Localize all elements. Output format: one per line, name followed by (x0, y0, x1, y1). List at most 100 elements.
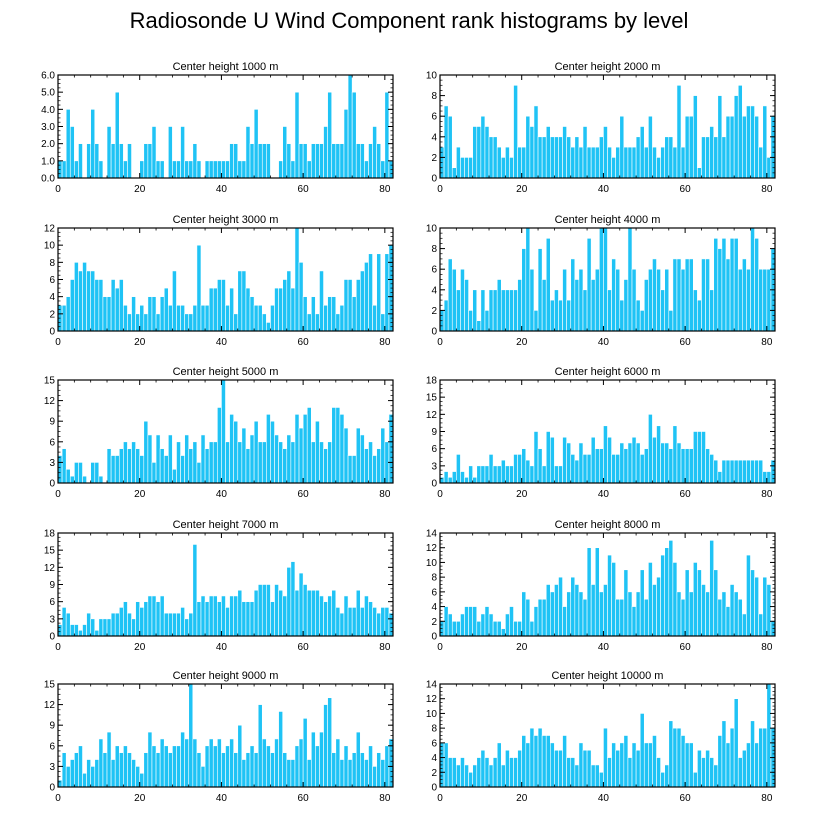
histogram-bar (733, 591, 739, 637)
histogram-bar (380, 759, 386, 788)
histogram-bar (733, 459, 739, 484)
y-tick-label: 9 (49, 417, 55, 428)
x-tick-label: 40 (598, 793, 610, 804)
histogram-bar (225, 745, 230, 788)
y-tick-label: 0 (431, 632, 437, 643)
x-tick-label: 40 (598, 337, 610, 348)
histogram-bar (688, 258, 694, 332)
histogram-bar (180, 731, 185, 788)
histogram-bar (623, 279, 629, 332)
histogram-bar (762, 268, 768, 332)
histogram-bar (286, 434, 292, 484)
histogram-bar (233, 143, 239, 179)
x-tick-label: 40 (216, 642, 228, 653)
histogram-bar (282, 126, 288, 179)
histogram-bar (447, 115, 453, 179)
y-tick-label: 12 (44, 700, 56, 711)
histogram-bar (496, 279, 502, 332)
x-tick-label: 80 (379, 337, 391, 348)
histogram-bar (545, 735, 551, 788)
y-tick-label: 2.0 (41, 139, 55, 150)
histogram-bar (590, 584, 596, 637)
histogram-bar (192, 441, 198, 484)
histogram-bar (147, 731, 153, 788)
histogram-bar (717, 95, 723, 179)
histogram-bar (241, 270, 247, 332)
x-tick-label: 20 (134, 489, 146, 500)
histogram-bar (384, 91, 390, 179)
histogram-bar (94, 279, 100, 332)
histogram-bar (114, 745, 120, 788)
histogram-bar (639, 126, 645, 179)
histogram-bar (529, 126, 535, 179)
histogram-bar (229, 414, 234, 484)
histogram-bar (368, 601, 373, 637)
histogram-bar (376, 143, 382, 179)
histogram-bar (496, 742, 502, 788)
histogram-bar (476, 757, 482, 788)
x-tick-label: 0 (437, 489, 443, 500)
histogram-bar (290, 160, 296, 179)
histogram-bar (517, 146, 523, 179)
histogram-bar (513, 757, 518, 788)
histogram-bar (253, 752, 259, 788)
panel-title: Center height 3000 m (173, 214, 279, 226)
histogram-bar (480, 115, 486, 179)
histogram-bar (513, 454, 518, 484)
histogram-bar (562, 268, 567, 332)
histogram-bar (578, 146, 584, 179)
histogram-bar (151, 462, 157, 484)
histogram-bar (74, 624, 79, 637)
y-tick-label: 12 (426, 543, 438, 554)
histogram-bar (315, 313, 320, 332)
histogram-bar (286, 759, 292, 788)
histogram-bar (270, 420, 275, 484)
y-tick-label: 3 (49, 458, 55, 469)
histogram-bar (278, 711, 283, 788)
histogram-bar (286, 567, 292, 637)
histogram-panel: Center height 7000 m 0 20 40 60 80 0 3 6 9 12 15 18 (44, 519, 394, 653)
histogram-bar (364, 262, 369, 332)
histogram-bar (208, 595, 214, 637)
histogram-bar (274, 738, 279, 788)
histogram-bar (110, 455, 116, 484)
histogram-bar (286, 143, 292, 179)
histogram-bar (582, 454, 588, 484)
histogram-bar (376, 752, 382, 788)
histogram-bar (460, 471, 465, 484)
histogram-bar (643, 448, 649, 484)
histogram-bar (139, 304, 145, 332)
histogram-bar (61, 607, 67, 637)
histogram-bar (61, 752, 67, 788)
histogram-bar (163, 455, 169, 484)
y-tick-label: 0 (49, 783, 55, 794)
y-tick-label: 6 (49, 275, 55, 286)
histogram-bar (607, 757, 612, 788)
x-tick-label: 80 (761, 184, 773, 195)
x-tick-label: 80 (379, 642, 391, 653)
histogram-bar (106, 296, 112, 332)
histogram-bar (294, 91, 300, 179)
histogram-bar (476, 465, 482, 484)
histogram-bar (339, 612, 345, 637)
histogram-bar (680, 268, 686, 332)
x-tick-label: 40 (598, 489, 610, 500)
histogram-bar (261, 738, 267, 788)
histogram-bar (701, 258, 706, 332)
x-tick-label: 20 (516, 489, 528, 500)
histogram-bar (270, 601, 275, 637)
histogram-bar (660, 289, 665, 332)
histogram-bar (594, 764, 600, 788)
histogram-bar (594, 146, 600, 179)
histogram-bar (372, 455, 377, 484)
histogram-bar (733, 95, 739, 179)
histogram-bar (69, 279, 75, 332)
histogram-bar (684, 258, 690, 332)
histogram-bar (278, 441, 283, 484)
histogram-bar (603, 126, 608, 179)
histogram-bar (713, 764, 719, 788)
histogram-bar (603, 727, 608, 788)
histogram-bar (229, 738, 234, 788)
histogram-bar (611, 157, 616, 179)
histogram-bar (635, 136, 641, 179)
